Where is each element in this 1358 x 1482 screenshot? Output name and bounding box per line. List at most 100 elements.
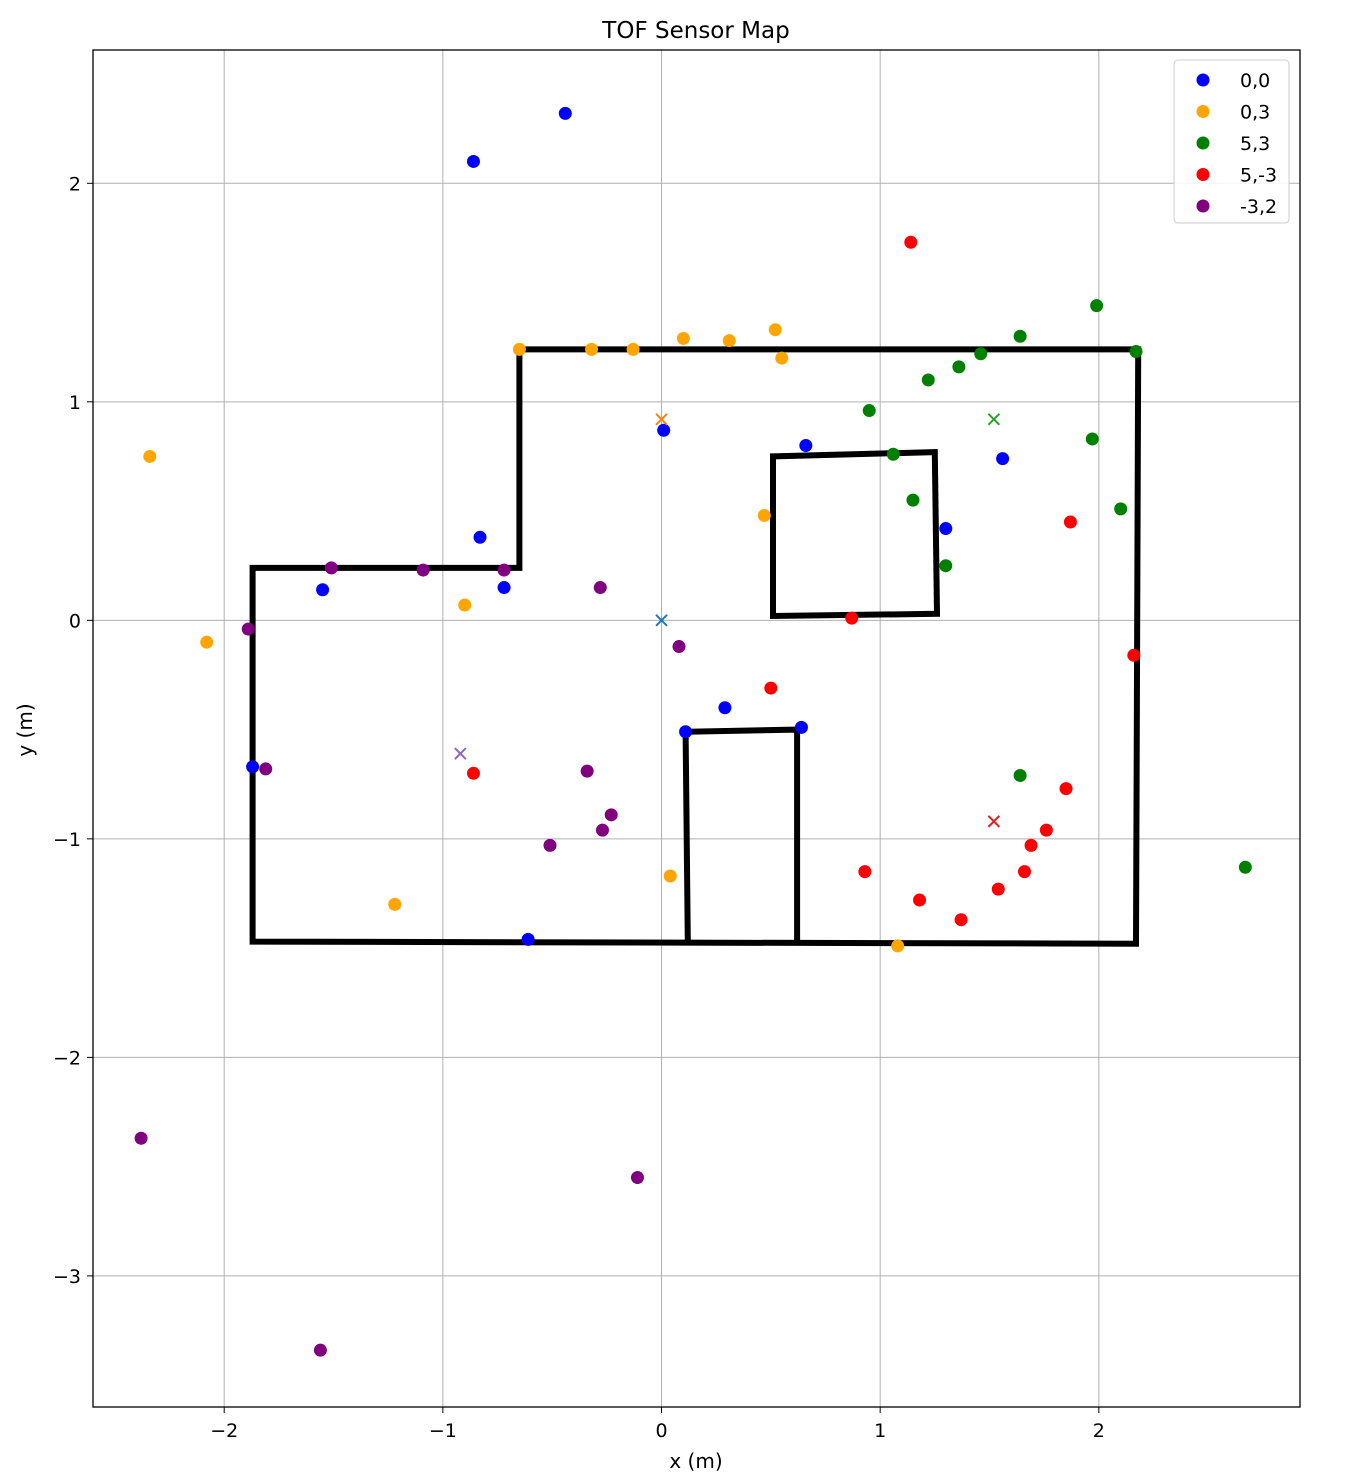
wall-segment [769,449,941,620]
y-axis-label: y (m) [13,703,37,756]
legend-label: 5,-3 [1240,165,1277,187]
data-point [1017,865,1031,879]
legend-label: 5,3 [1240,133,1270,155]
y-tick-label: −2 [53,1047,81,1069]
data-point [1127,648,1141,662]
data-point [466,154,480,168]
grid-lines [93,50,1300,1407]
y-tick-label: −1 [53,829,81,851]
data-point [1114,502,1128,516]
sensor-marker [987,815,1001,828]
x-tick-label: −2 [210,1420,238,1442]
data-point [1059,782,1073,796]
data-point [672,640,686,654]
data-point [1039,823,1053,837]
data-points [134,106,1252,1357]
data-point [316,583,330,597]
data-point [886,447,900,461]
data-point [657,423,671,437]
data-point [757,508,771,522]
data-point [416,563,430,577]
data-point [324,561,338,575]
data-point [1238,860,1252,874]
data-point [775,351,789,365]
data-point [512,342,526,356]
data-point [246,760,260,774]
data-point [845,611,859,625]
legend: 0,0 0,3 5,3 5,-3 -3,2 [1173,59,1290,224]
data-point [1090,299,1104,313]
data-point [939,522,953,536]
wall-segment [682,726,801,945]
sensor-marker [987,413,1001,426]
x-tick-label: 2 [1093,1420,1105,1442]
chart-title: TOF Sensor Map [601,18,789,44]
data-point [904,235,918,249]
x-tick-label: −1 [429,1420,457,1442]
data-point [1024,838,1038,852]
y-tick-label: −3 [53,1266,81,1288]
data-point [952,360,966,374]
legend-label: 0,0 [1240,70,1270,92]
x-axis-label: x (m) [669,1449,722,1473]
data-point [604,808,618,822]
data-point [794,720,808,734]
legend-marker [1196,136,1210,150]
sensor-marker [454,747,467,760]
data-point [1013,768,1027,782]
data-point [558,106,572,120]
data-point [593,581,607,595]
plot-frame [92,49,1301,1408]
data-point [862,404,876,418]
data-point [595,823,609,837]
data-point [580,764,594,778]
data-point [134,1131,148,1145]
data-point [1129,345,1143,359]
data-point [626,342,640,356]
x-tick-label: 1 [874,1420,886,1442]
data-point [974,347,988,361]
y-tick-label: 0 [69,610,81,632]
data-point [718,701,732,715]
data-point [663,869,677,883]
data-point [939,559,953,573]
data-point [676,331,690,345]
legend-marker [1196,199,1210,213]
data-point [991,882,1005,896]
data-point [200,635,214,649]
data-point [1063,515,1077,529]
data-point [497,563,511,577]
data-point [764,681,778,695]
legend-box [1173,59,1290,224]
data-point [858,865,872,879]
data-point [1013,329,1027,343]
sensor-marker [655,614,668,627]
y-tick-label: 2 [69,173,81,195]
data-point [891,939,905,953]
legend-marker [1196,105,1210,118]
legend-marker [1196,168,1210,181]
data-point [585,342,599,356]
data-point [473,530,487,544]
axis-ticks: −2 −1 0 1 2 2 1 0 −1 −2 −3 [53,173,1105,1442]
x-tick-label: 0 [655,1420,667,1442]
data-point [497,581,511,595]
data-point [259,762,273,776]
sensor-marker [655,413,668,426]
data-point [543,838,557,852]
data-point [521,932,535,946]
data-point [722,334,736,348]
data-point [906,493,920,507]
data-point [143,449,157,463]
y-tick-label: 1 [69,392,81,414]
data-point [466,766,480,780]
data-point [241,622,255,636]
legend-label: -3,2 [1240,196,1277,218]
data-point [768,323,782,337]
data-point [679,725,693,739]
data-point [996,452,1010,466]
data-point [313,1343,327,1357]
data-point [458,598,472,612]
